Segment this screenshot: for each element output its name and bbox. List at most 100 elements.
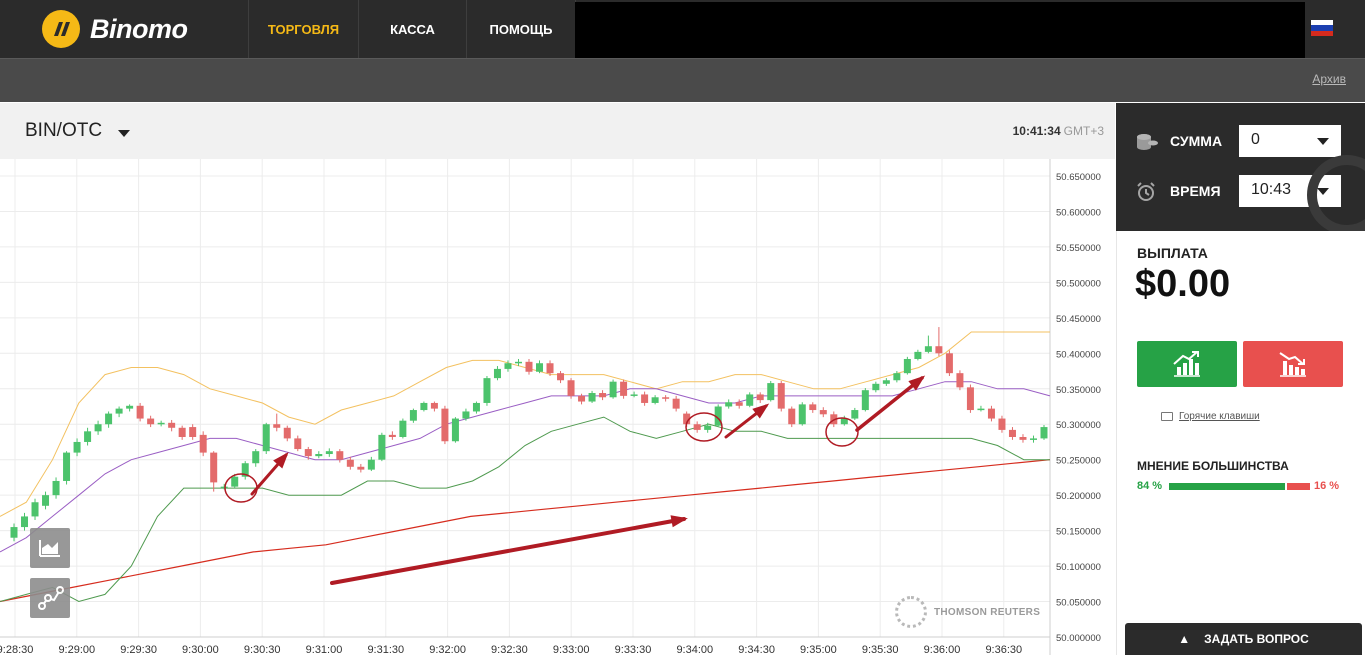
chart-type-icon[interactable] [30, 528, 70, 568]
y-tick-label: 50.600000 [1056, 207, 1101, 218]
candle-up [725, 402, 733, 407]
trend-up-icon [1173, 351, 1200, 377]
candle-up [472, 402, 480, 412]
time-value: 10:43 [1251, 181, 1292, 198]
candle-down [210, 452, 218, 483]
y-tick-label: 50.250000 [1056, 456, 1101, 467]
call-up-button[interactable] [1137, 341, 1237, 387]
candle-up [52, 480, 60, 496]
x-tick-label: 9:34:30 [738, 644, 775, 655]
logo-icon [42, 10, 80, 48]
y-tick-label: 50.550000 [1056, 243, 1101, 254]
candle-up [367, 459, 375, 470]
long-moving-average-line [0, 459, 1051, 603]
candle-up [409, 410, 417, 421]
candle-down [346, 459, 354, 467]
hotkeys-link[interactable]: Горячие клавиши [1179, 411, 1260, 422]
y-tick-label: 50.200000 [1056, 491, 1101, 502]
moving-average-line [0, 381, 1051, 553]
x-tick-label: 9:29:00 [58, 644, 95, 655]
candle-up [893, 373, 901, 381]
asset-selector[interactable]: BIN/OTC [25, 120, 103, 141]
candle-up [483, 378, 491, 403]
candle-up [252, 451, 260, 464]
keyboard-icon [1161, 412, 1173, 421]
candle-up [1040, 427, 1048, 439]
y-tick-label: 50.300000 [1056, 420, 1101, 431]
candle-up [31, 502, 39, 517]
candle-up [872, 383, 880, 391]
candle-up [714, 406, 722, 426]
x-tick-label: 9:34:00 [676, 644, 713, 655]
sum-select[interactable]: 0 [1239, 125, 1341, 157]
russia-flag-icon[interactable] [1311, 20, 1333, 36]
nav-help[interactable]: ПОМОЩЬ [466, 0, 576, 58]
nav-cashier[interactable]: КАССА [358, 0, 466, 58]
archive-link[interactable]: Архив [1312, 72, 1346, 86]
annotation-arrowhead [908, 375, 926, 391]
candle-down [578, 395, 586, 402]
candle-up [651, 397, 659, 403]
majority-bar [1169, 483, 1310, 490]
payout-label: ВЫПЛАТА [1137, 245, 1208, 261]
majority-up-percent: 84 % [1137, 480, 1163, 492]
indicators-icon[interactable] [30, 578, 70, 618]
price-chart[interactable]: 50.650000 50.600000 50.550000 50.500000 50.4… [0, 159, 1115, 655]
x-tick-label: 9:33:30 [615, 644, 652, 655]
candle-down [168, 422, 176, 428]
watermark-text: THOMSON REUTERS [934, 606, 1041, 618]
candle-down [788, 408, 796, 425]
binomo-logo[interactable]: Binomo [42, 9, 202, 49]
candle-down [620, 381, 628, 396]
x-tick-label: 9:31:00 [306, 644, 343, 655]
chevron-down-icon[interactable] [118, 130, 130, 137]
annotation-arrowhead [273, 451, 289, 469]
reuters-logo-icon [895, 596, 927, 628]
candle-down [199, 434, 207, 453]
trade-panel: ВЫПЛАТА $0.00 Горячие клавиши МНЕНИЕ БОЛ… [1116, 231, 1365, 655]
nav-trading[interactable]: ТОРГОВЛЯ [248, 0, 358, 58]
candle-up [882, 380, 890, 384]
annotation-arrowhead [670, 515, 688, 528]
candle-up [1029, 438, 1037, 440]
candle-down [987, 408, 995, 419]
candle-up [94, 424, 102, 432]
candle-down [693, 424, 701, 430]
thomson-reuters-watermark: THOMSON REUTERS [895, 596, 1040, 628]
candle-up [42, 495, 50, 506]
candle-down [945, 353, 953, 374]
y-tick-label: 50.450000 [1056, 314, 1101, 325]
candle-down [546, 363, 554, 374]
candle-up [63, 452, 71, 481]
y-tick-label: 50.150000 [1056, 527, 1101, 538]
annotation-circle [685, 412, 723, 442]
x-tick-label: 9:31:30 [367, 644, 404, 655]
candle-down [273, 424, 281, 428]
sum-value: 0 [1251, 131, 1260, 148]
candle-down [662, 397, 670, 399]
candle-up [704, 425, 712, 430]
server-clock: 10:41:34 GMT+3 [1013, 124, 1104, 138]
candle-down [672, 398, 680, 409]
y-tick-label: 50.050000 [1056, 598, 1101, 609]
chart-canvas[interactable]: 50.650000 50.600000 50.550000 50.500000 50.4… [0, 159, 1115, 655]
ask-question-button[interactable]: ▲ ЗАДАТЬ ВОПРОС [1125, 623, 1362, 655]
candle-down [1008, 429, 1016, 437]
put-down-button[interactable] [1243, 341, 1343, 387]
candle-down [998, 418, 1006, 430]
chevron-up-icon: ▲ [1178, 632, 1191, 646]
candle-up [84, 431, 92, 442]
candle-up [315, 454, 323, 457]
candle-up [903, 358, 911, 374]
x-tick-label: 9:28:30 [0, 644, 33, 655]
annotation-arrow [330, 517, 686, 585]
candle-up [73, 441, 81, 453]
candle-down [935, 346, 943, 354]
candle-up [536, 363, 544, 372]
candle-up [378, 434, 386, 460]
candle-down [557, 373, 565, 381]
y-tick-label: 50.100000 [1056, 562, 1101, 573]
candle-down [357, 466, 365, 470]
coins-icon [1136, 133, 1158, 151]
candle-down [283, 427, 291, 439]
